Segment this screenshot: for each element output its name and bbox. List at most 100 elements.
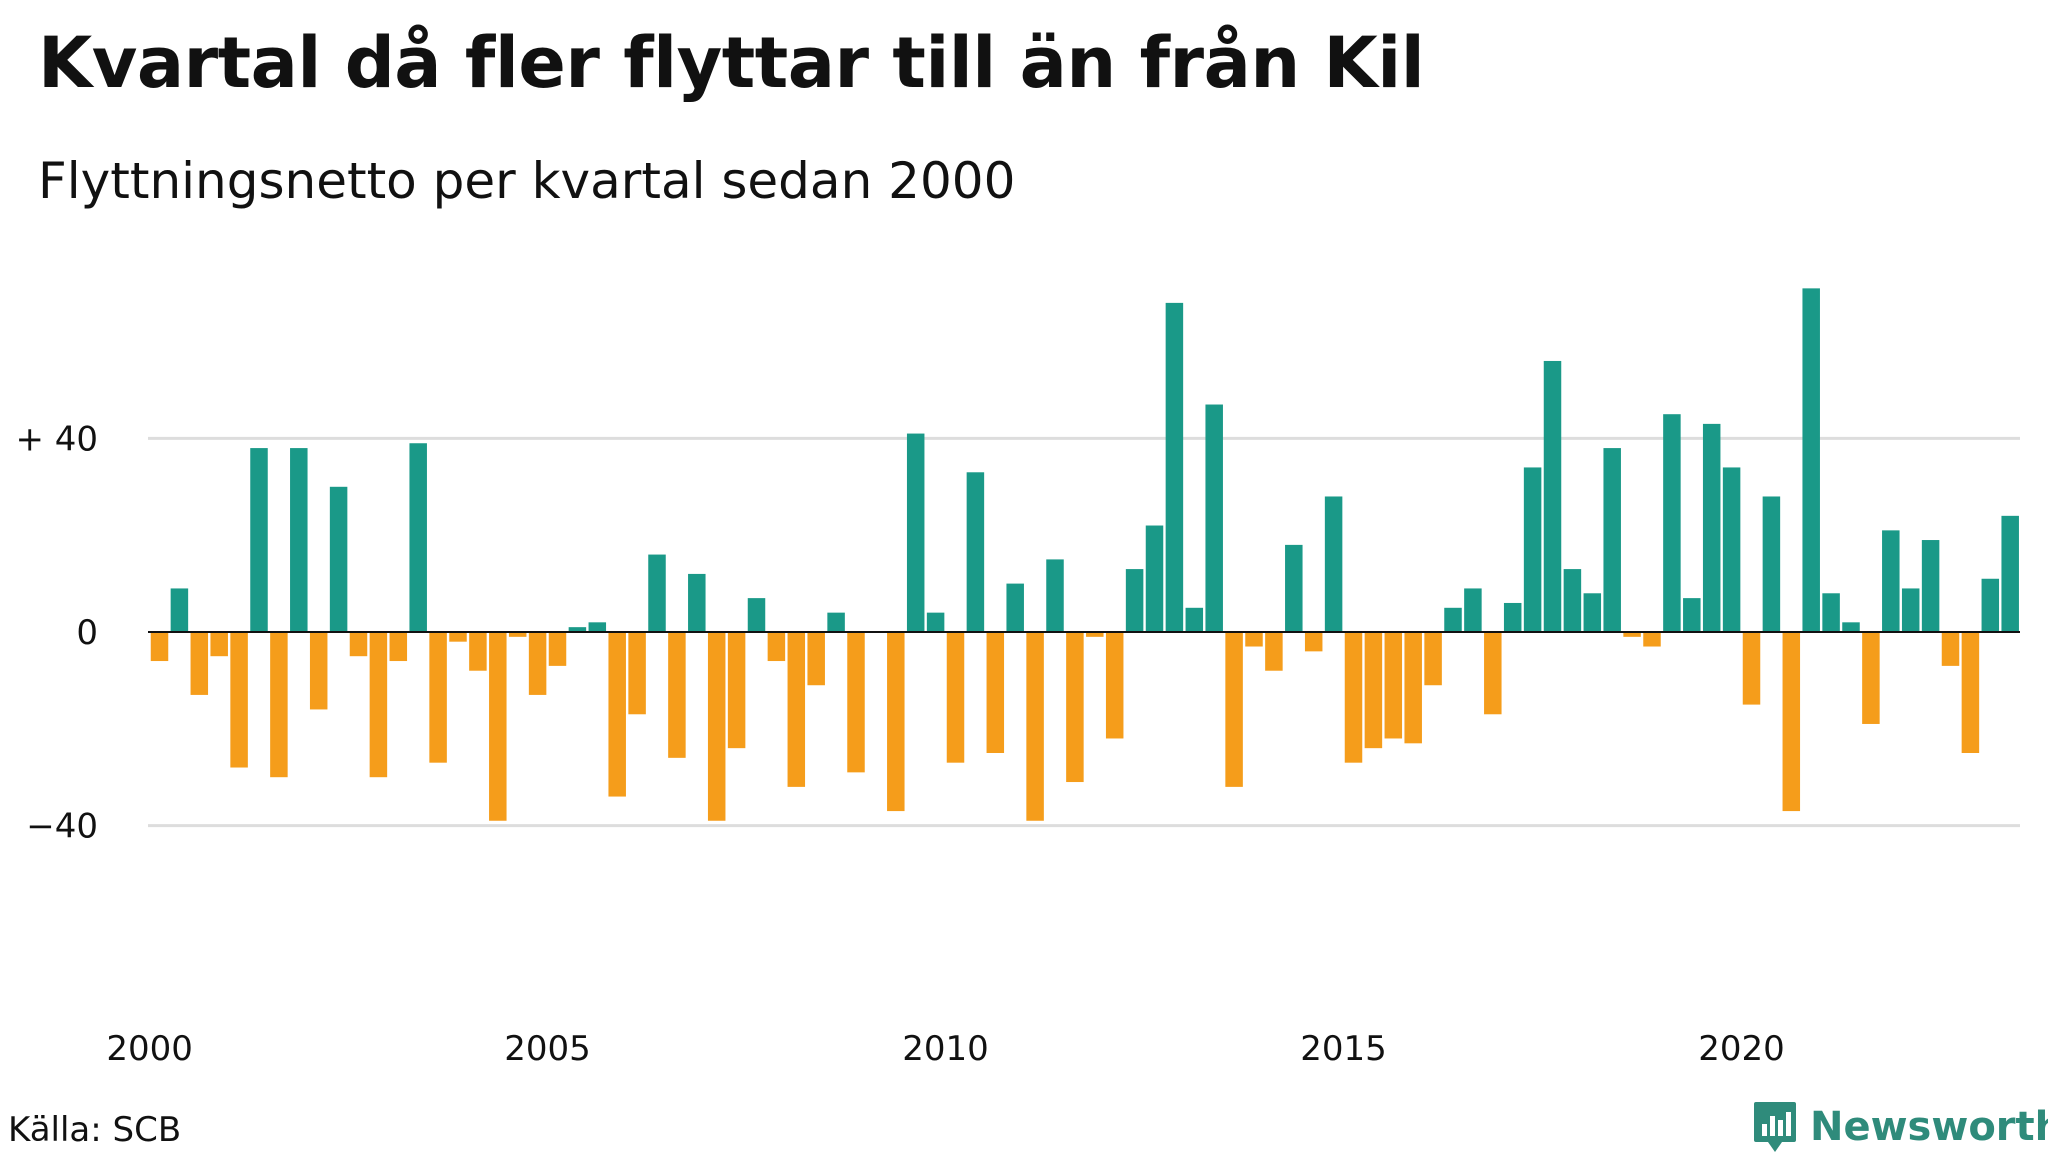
bar xyxy=(1842,622,1860,632)
bar xyxy=(1304,632,1323,652)
bar xyxy=(1882,530,1900,632)
bar xyxy=(906,433,925,632)
bar xyxy=(1503,602,1522,632)
bar xyxy=(230,632,248,768)
bar xyxy=(2001,515,2019,632)
bar xyxy=(847,632,865,773)
bar xyxy=(648,554,666,632)
bar xyxy=(688,573,706,632)
x-tick-label: 2010 xyxy=(902,1029,989,1069)
bar xyxy=(1225,632,1243,787)
bar xyxy=(1145,525,1164,632)
bar xyxy=(1961,632,1980,753)
x-tick-labels: 2000 2005 2010 2015 2020 xyxy=(106,1029,1784,1069)
brand-name: Newsworthy xyxy=(1810,1104,2048,1150)
bar xyxy=(727,632,746,749)
x-tick-label: 2015 xyxy=(1300,1029,1387,1069)
bar xyxy=(1643,632,1661,647)
bar xyxy=(429,632,447,763)
bar xyxy=(489,632,507,821)
bar xyxy=(548,632,567,666)
bar xyxy=(1364,632,1383,749)
bar xyxy=(1722,467,1741,632)
bar xyxy=(1702,423,1721,632)
bar xyxy=(1444,607,1462,632)
bar xyxy=(1683,598,1701,632)
bar xyxy=(1921,540,1940,632)
bar xyxy=(1603,448,1621,632)
bar xyxy=(1165,302,1184,632)
bar xyxy=(628,632,646,715)
bar xyxy=(329,486,348,632)
bar xyxy=(926,612,945,632)
bar xyxy=(270,632,288,778)
bar xyxy=(946,632,965,763)
bar xyxy=(1623,632,1641,637)
bar xyxy=(449,632,467,642)
bar xyxy=(807,632,825,686)
bar xyxy=(1822,593,1840,632)
chart-title: Kvartal då fler flyttar till än från Kil xyxy=(38,22,1425,104)
bar xyxy=(568,627,587,632)
bar xyxy=(707,632,726,821)
bar xyxy=(1404,632,1422,744)
source-note: Källa: SCB xyxy=(8,1110,182,1150)
bar xyxy=(668,632,686,758)
bar xyxy=(608,632,626,797)
bar xyxy=(1742,632,1761,705)
bar xyxy=(409,443,427,632)
bar xyxy=(1265,632,1283,671)
bar xyxy=(1762,496,1781,632)
bar xyxy=(1802,288,1820,632)
bar xyxy=(1006,583,1024,632)
bar xyxy=(1583,593,1602,632)
bar xyxy=(469,632,487,671)
bar xyxy=(1185,607,1204,632)
bar xyxy=(1523,467,1542,632)
bar xyxy=(986,632,1005,753)
bar xyxy=(1026,632,1044,821)
bar xyxy=(250,448,268,632)
bar xyxy=(309,632,328,710)
bar xyxy=(1543,360,1562,632)
bar xyxy=(190,632,209,695)
bar xyxy=(389,632,408,662)
bar xyxy=(1563,569,1582,632)
bar xyxy=(349,632,368,657)
bar xyxy=(1484,632,1502,715)
bar xyxy=(170,588,189,632)
bar xyxy=(1424,632,1442,686)
bar xyxy=(528,632,547,695)
bar xyxy=(966,472,985,632)
y-tick-label: −40 xyxy=(26,807,98,847)
bar xyxy=(588,622,607,632)
bar xyxy=(150,632,169,662)
bar xyxy=(1901,588,1920,632)
bars xyxy=(150,288,2019,821)
bar xyxy=(1941,632,1960,666)
bar xyxy=(1245,632,1263,647)
x-tick-label: 2000 xyxy=(106,1029,193,1069)
bar xyxy=(290,448,308,632)
x-tick-label: 2005 xyxy=(504,1029,591,1069)
bar xyxy=(1663,414,1681,632)
bar xyxy=(1384,632,1403,739)
bar xyxy=(369,632,388,778)
bar xyxy=(1285,544,1303,632)
bar xyxy=(1464,588,1482,632)
bar xyxy=(508,632,527,637)
bar xyxy=(1324,496,1343,632)
x-tick-label: 2020 xyxy=(1698,1029,1785,1069)
bar xyxy=(787,632,806,787)
bar xyxy=(1344,632,1363,763)
bar xyxy=(1125,569,1144,632)
bar xyxy=(1066,632,1084,783)
bar xyxy=(887,632,905,812)
y-tick-labels: + 40 0 −40 xyxy=(15,419,98,846)
bar xyxy=(1205,404,1223,632)
bar xyxy=(1046,559,1064,632)
newsworthy-icon xyxy=(1754,1102,1796,1152)
bar xyxy=(1862,632,1880,724)
bar xyxy=(827,612,845,632)
